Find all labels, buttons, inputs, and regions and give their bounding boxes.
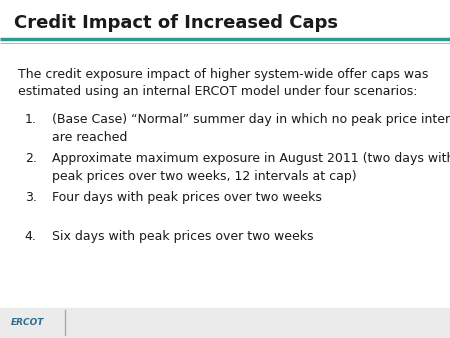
Text: Four days with peak prices over two weeks: Four days with peak prices over two week…	[52, 191, 322, 204]
Text: 2.: 2.	[25, 152, 36, 165]
Text: Six days with peak prices over two weeks: Six days with peak prices over two weeks	[52, 230, 313, 243]
Bar	[0, 308, 450, 338]
Text: 1.: 1.	[25, 113, 36, 126]
Text: (Base Case) “Normal” summer day in which no peak price intervals
are reached: (Base Case) “Normal” summer day in which…	[52, 113, 450, 144]
Text: ERCOT: ERCOT	[11, 318, 45, 327]
Text: Approximate maximum exposure in August 2011 (two days with
peak prices over two : Approximate maximum exposure in August 2…	[52, 152, 450, 183]
Text: 3.: 3.	[25, 191, 36, 204]
Text: 4.: 4.	[25, 230, 36, 243]
Text: The credit exposure impact of higher system-wide offer caps was
estimated using : The credit exposure impact of higher sys…	[18, 68, 428, 98]
Text: Credit Impact of Increased Caps: Credit Impact of Increased Caps	[14, 14, 338, 31]
